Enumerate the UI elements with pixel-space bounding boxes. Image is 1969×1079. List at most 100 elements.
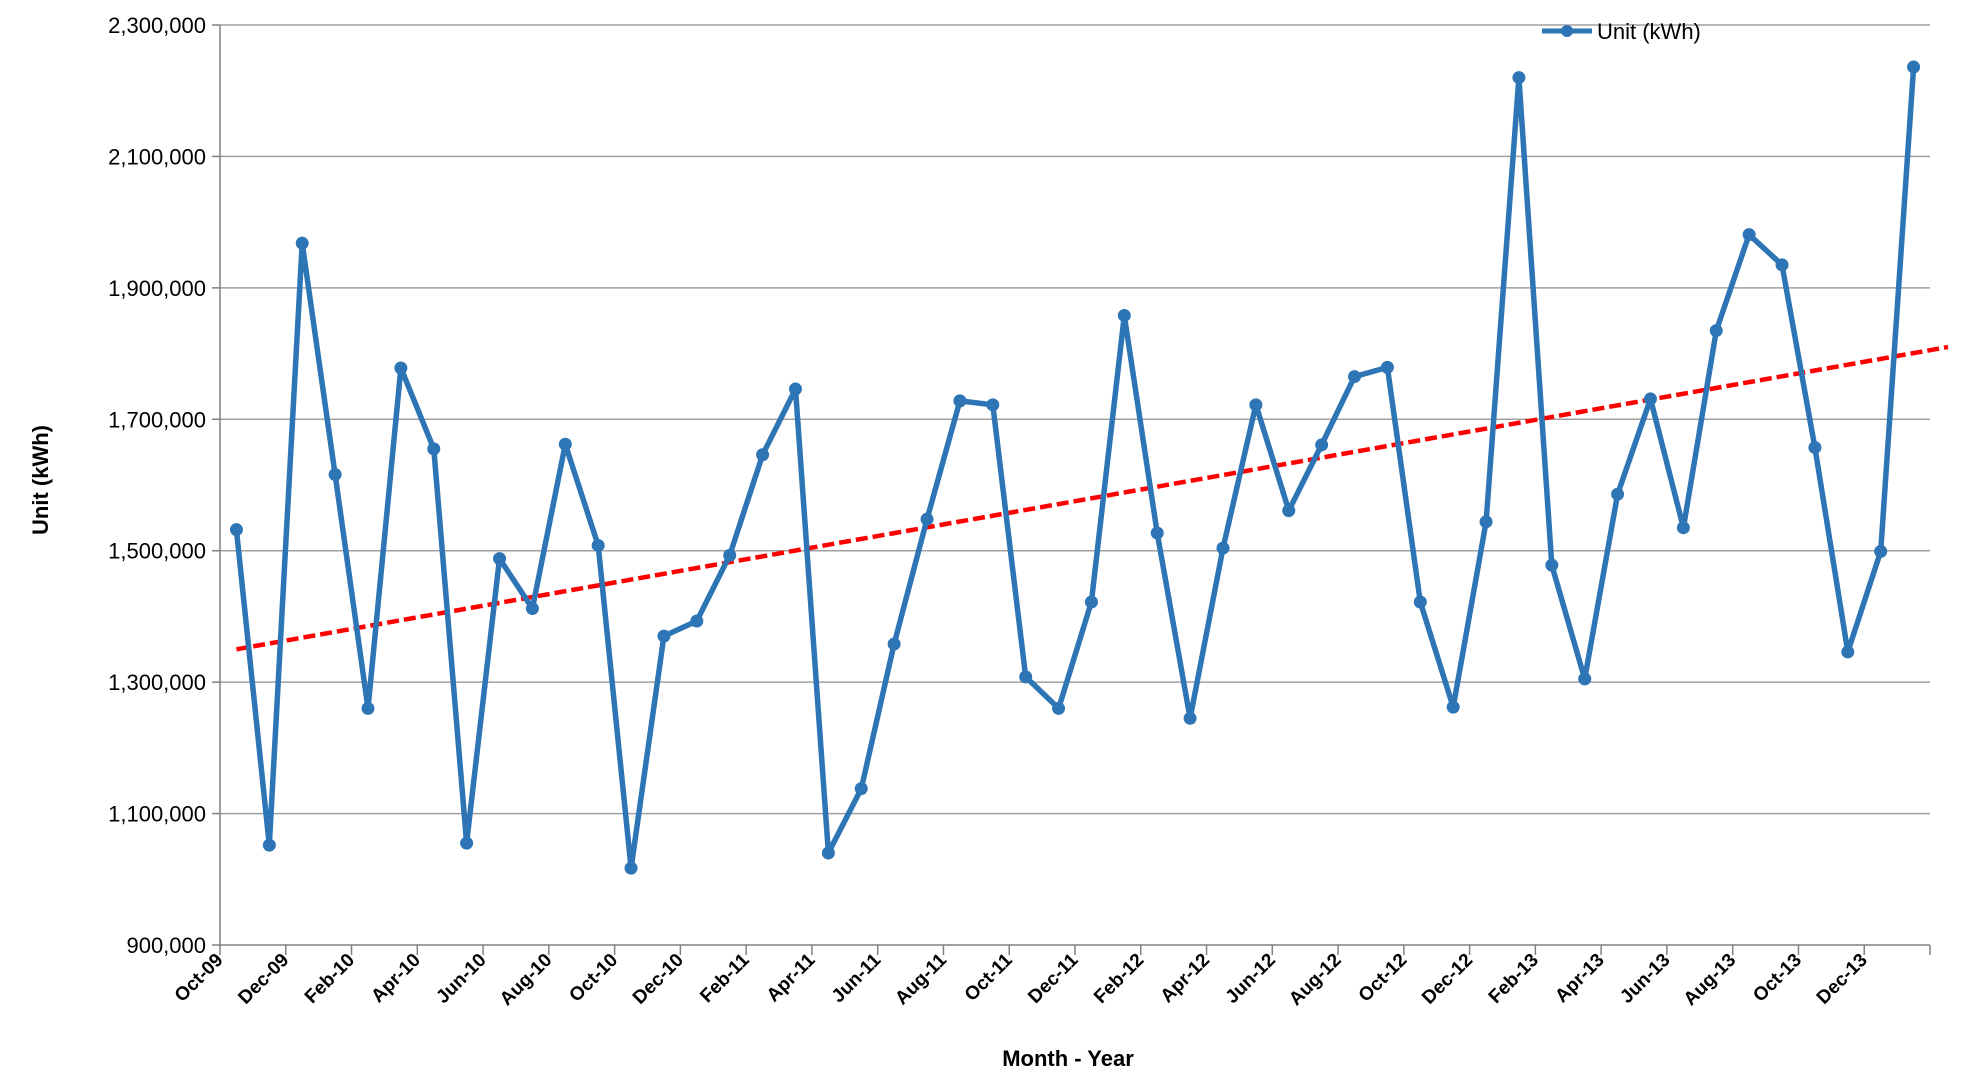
x-tick-label: Oct-11 [961,949,1017,1005]
data-point [1907,60,1921,74]
x-tick-label: Feb-11 [696,949,754,1007]
x-tick-label: Dec-10 [629,950,688,1009]
data-point [1479,515,1493,529]
data-point [1676,521,1690,535]
data-point [1545,558,1559,572]
trendline-layer [236,344,1949,652]
x-tick-label: Jun-13 [1616,950,1674,1008]
x-tick-label: Jun-11 [828,949,886,1007]
x-tick-labels: Oct-09 Dec-09 Feb-10 Apr-10 Jun-10 Aug-10 Oct-… [171,949,1872,1010]
x-tick-label: Feb-10 [301,950,359,1008]
y-tick-label: 1,500,000 [108,539,206,564]
data-point [723,548,737,562]
data-point [394,361,408,375]
data-point [1249,398,1263,412]
data-point [1643,392,1657,406]
data-point [887,637,901,651]
y-tick-label: 1,300,000 [108,670,206,695]
data-point [1348,370,1362,384]
data-point [1578,672,1592,686]
x-tick-label: Oct-13 [1749,950,1806,1007]
x-tick-label: Aug-10 [496,950,556,1010]
data-point [920,512,934,526]
data-point [1742,228,1756,242]
legend-marker-swatch [1561,25,1573,37]
data-point [591,538,605,552]
data-point [1084,595,1098,609]
data-point [1183,711,1197,725]
trendline [236,344,1949,652]
data-point [558,437,572,451]
x-tick-label: Dec-12 [1418,950,1477,1009]
x-tick-label: Feb-13 [1485,950,1543,1008]
x-tick-label: Aug-13 [1680,950,1740,1010]
data-point [328,467,342,481]
x-tick-label: Jun-12 [1222,950,1280,1008]
x-tick-label: Aug-11 [891,949,951,1009]
x-tick-label: Apr-10 [367,950,424,1007]
data-point [1775,258,1789,272]
data-point [1216,541,1230,555]
legend: Unit (kWh) [1542,19,1701,44]
data-point [1709,324,1723,338]
data-point [1282,504,1296,518]
y-tick-label: 2,300,000 [108,13,206,38]
data-point [229,523,243,537]
series-layer [229,60,1921,875]
data-point [788,382,802,396]
data-point [1611,487,1625,501]
data-point [953,394,967,408]
y-axis-title: Unit (kWh) [28,425,53,535]
x-tick-label: Apr-12 [1157,950,1214,1007]
data-point [295,236,309,250]
x-tick-label: Dec-13 [1813,950,1872,1009]
data-point [986,398,1000,412]
data-point [262,838,276,852]
legend-entry-label: Unit (kWh) [1597,19,1701,44]
data-point [624,861,638,875]
data-point [854,782,868,796]
data-point [1841,645,1855,659]
data-point [1874,544,1888,558]
y-tick-labels: 900,000 1,100,000 1,300,000 1,500,000 1,700,… [108,13,206,958]
series-line [233,64,1917,871]
data-point [361,701,375,715]
x-tick-label: Jun-10 [432,950,490,1008]
data-point [821,846,835,860]
y-tick-label: 1,100,000 [108,802,206,827]
data-point [1315,438,1329,452]
axes [212,24,1931,955]
data-point [493,552,507,566]
x-tick-label: Oct-12 [1355,950,1412,1007]
y-tick-label: 2,100,000 [108,144,206,169]
data-point [1052,701,1066,715]
x-tick-label: Apr-13 [1551,950,1608,1007]
data-point [657,629,671,643]
data-point [690,614,704,628]
data-point [427,442,441,456]
data-point [1413,595,1427,609]
data-point [1117,308,1131,322]
x-axis-title: Month - Year [1002,1046,1134,1071]
x-tick-label: Oct-10 [565,950,622,1007]
x-tick-label: Apr-11 [763,949,820,1006]
x-tick-label: Dec-11 [1024,949,1082,1007]
x-tick-label: Oct-09 [171,950,228,1007]
data-point [1150,526,1164,540]
data-point [1380,360,1394,374]
data-point [1808,441,1822,455]
grid-lines [220,24,1930,815]
data-point [1446,700,1460,714]
data-point [460,836,474,850]
data-point [525,602,539,616]
data-point [1019,670,1033,684]
x-tick-label: Dec-09 [234,950,293,1009]
x-tick-label: Aug-12 [1285,950,1345,1010]
y-tick-label: 1,700,000 [108,407,206,432]
data-point [756,448,770,462]
data-point [1512,71,1526,85]
x-tick-label: Feb-12 [1090,950,1148,1008]
y-tick-label: 1,900,000 [108,276,206,301]
